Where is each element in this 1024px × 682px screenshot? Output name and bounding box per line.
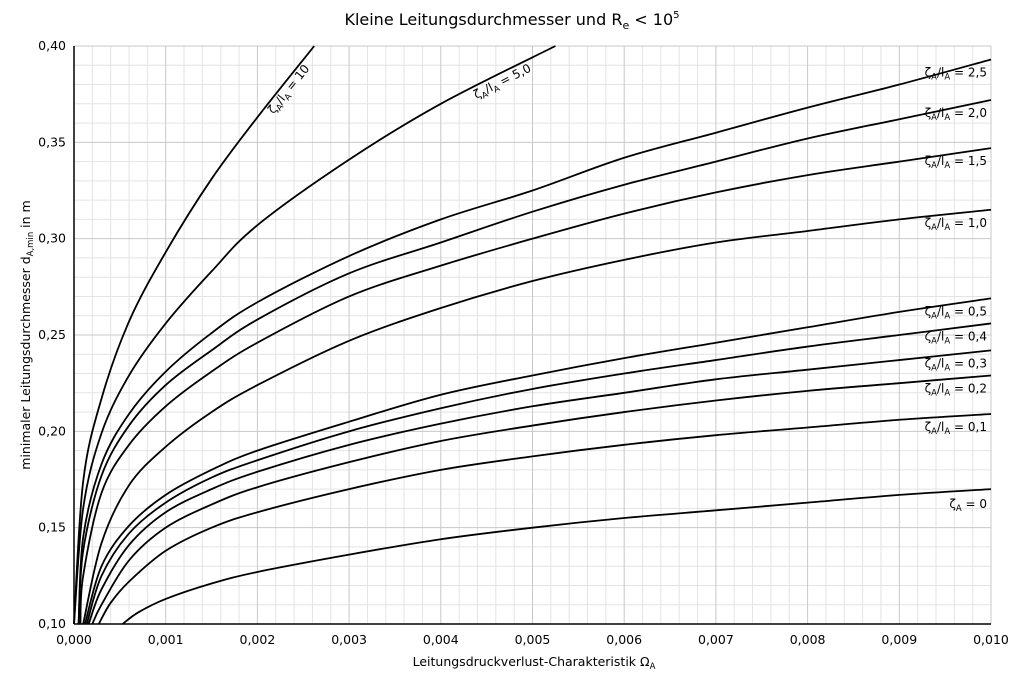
- chart-title: Kleine Leitungsdurchmesser und Re < 105: [344, 10, 679, 32]
- series-line-5: [82, 208, 992, 625]
- y-tick-label: 0,40: [38, 38, 66, 53]
- curve-label-6: ζA/lA = 0,5: [925, 304, 987, 321]
- series-line-4: [79, 147, 992, 625]
- curve-label-9: ζA/lA = 0,2: [925, 381, 987, 398]
- x-axis-ticks: 0,000 0,001 0,002 0,003 0,004 0,005 0,006 0,007…: [56, 632, 1009, 647]
- series-line-7: [85, 322, 992, 625]
- series-line-2: [77, 58, 992, 625]
- x-tick-label: 0,009: [881, 632, 917, 647]
- series-line-0: [73, 45, 315, 625]
- curve-label-7: ζA/lA = 0,4: [925, 329, 987, 346]
- x-tick-label: 0,006: [606, 632, 642, 647]
- curve-label-11: ζA = 0: [949, 497, 987, 514]
- x-tick-label: 0,001: [148, 632, 184, 647]
- x-tick-label: 0,005: [515, 632, 551, 647]
- curve-label-3: ζA/lA = 2,0: [925, 106, 987, 123]
- y-tick-label: 0,10: [38, 616, 66, 631]
- x-tick-label: 0,000: [56, 632, 92, 647]
- x-tick-label: 0,002: [240, 632, 276, 647]
- series-line-9: [91, 374, 992, 625]
- y-axis-title: minimaler Leitungsdurchmesser dA,min in …: [18, 200, 36, 469]
- y-axis-ticks: 0,10 0,15 0,20 0,25 0,30 0,35 0,40: [38, 38, 66, 631]
- y-tick-label: 0,20: [38, 423, 66, 438]
- x-tick-label: 0,010: [973, 632, 1009, 647]
- curve-label-10: ζA/lA = 0,1: [925, 420, 987, 437]
- series-line-3: [77, 99, 992, 625]
- series-line-6: [84, 297, 992, 625]
- curve-label-5: ζA/lA = 1,0: [925, 216, 987, 233]
- series-line-10: [97, 413, 992, 625]
- x-axis-title: Leitungsdruckverlust-Charakteristik ΩA: [413, 654, 656, 672]
- y-tick-label: 0,30: [38, 231, 66, 246]
- series-line-8: [87, 349, 992, 625]
- y-tick-label: 0,35: [38, 134, 66, 149]
- curve-label-2: ζA/lA = 2,5: [925, 65, 987, 82]
- x-tick-label: 0,004: [423, 632, 459, 647]
- curve-label-8: ζA/lA = 0,3: [925, 356, 987, 373]
- curves: [73, 45, 992, 625]
- x-tick-label: 0,007: [698, 632, 734, 647]
- curve-label-4: ζA/lA = 1,5: [925, 154, 987, 171]
- series-line-11: [122, 488, 992, 625]
- x-tick-label: 0,003: [331, 632, 367, 647]
- axes: [73, 46, 991, 625]
- y-tick-label: 0,25: [38, 327, 66, 342]
- y-tick-label: 0,15: [38, 520, 66, 535]
- series-line-1: [73, 45, 556, 625]
- x-tick-label: 0,008: [790, 632, 826, 647]
